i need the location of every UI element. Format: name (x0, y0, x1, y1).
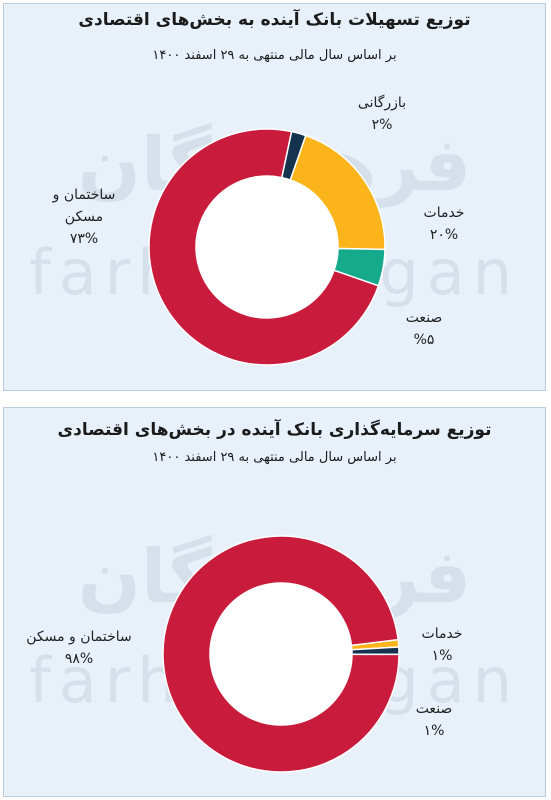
slice-value: ۲% (371, 117, 393, 133)
slice-label-industry: صنعت ۱% (404, 698, 464, 742)
slice-label-services: خدمات ۱% (412, 623, 472, 667)
donut-slice (148, 128, 380, 366)
donut-chart-loans (148, 128, 386, 366)
slice-label-housing: ساختمان و مسکن ۷۳% (44, 184, 124, 250)
slice-label-trade: بازرگانی ۲% (332, 92, 432, 136)
slice-name: صنعت (405, 310, 443, 326)
loans-chart-panel: فرهیختگان farhikhtegan توزیع تسهیلات بان… (3, 3, 546, 391)
slice-value: ۷۳% (69, 231, 99, 247)
slice-value: ۱% (423, 723, 445, 739)
slice-name: ساختمان و مسکن (26, 629, 132, 645)
donut-hole (196, 176, 338, 318)
slice-label-housing: ساختمان و مسکن ۹۸% (14, 626, 144, 670)
chart-subtitle: بر اساس سال مالی منتهی به ۲۹ اسفند ۱۴۰۰ (152, 450, 397, 465)
slice-name: صنعت (415, 701, 453, 717)
investment-chart-panel: فرهیختگان farhikhtegan توزیع سرمایه‌گذار… (3, 407, 546, 797)
slice-name: خدمات (421, 626, 463, 642)
slice-value: ۲۰% (429, 227, 459, 243)
slice-label-industry: صنعت %۵ (394, 307, 454, 351)
slice-value: ۹۸% (64, 651, 94, 667)
slice-name: خدمات (423, 205, 465, 221)
donut-slice (162, 535, 400, 773)
donut-hole (210, 583, 352, 725)
slice-name: بازرگانی (357, 95, 407, 111)
slice-name: ساختمان و مسکن (52, 187, 116, 225)
chart-title: توزیع سرمایه‌گذاری بانک آینده در بخش‌های… (57, 420, 492, 440)
chart-subtitle: بر اساس سال مالی منتهی به ۲۹ اسفند ۱۴۰۰ (152, 48, 397, 63)
chart-title: توزیع تسهیلات بانک آینده به بخش‌های اقتص… (78, 10, 471, 30)
slice-value: ۱% (431, 648, 453, 664)
donut-chart-investment (162, 535, 400, 773)
slice-value: %۵ (413, 332, 435, 348)
slice-label-services: خدمات ۲۰% (409, 202, 479, 246)
